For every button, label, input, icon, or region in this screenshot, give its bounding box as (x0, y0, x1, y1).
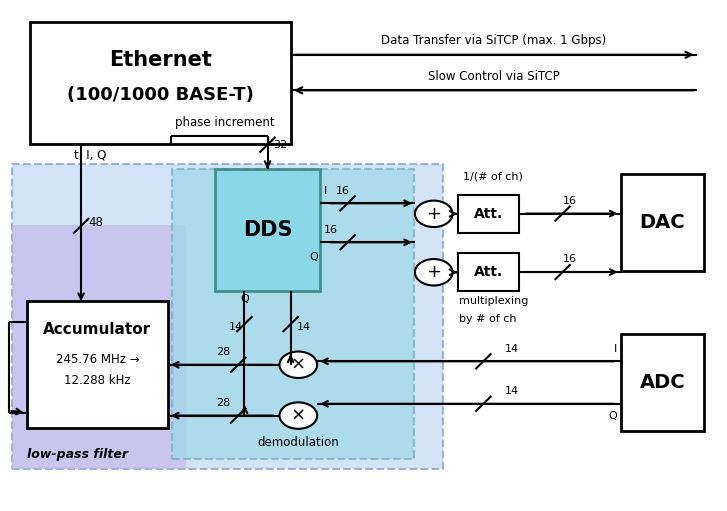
Text: t, I, Q: t, I, Q (74, 149, 106, 162)
Text: ADC: ADC (640, 373, 685, 392)
Bar (215, 169, 320, 291)
Text: Accumulator: Accumulator (44, 322, 151, 337)
Text: Data Transfer via SiTCP (max. 1 Gbps): Data Transfer via SiTCP (max. 1 Gbps) (381, 34, 606, 47)
Text: Att.: Att. (474, 206, 503, 221)
Bar (621, 174, 704, 271)
Text: 16: 16 (563, 196, 577, 206)
Bar (621, 334, 704, 431)
Text: 14: 14 (505, 344, 519, 354)
Text: Q: Q (608, 411, 617, 422)
Text: +: + (426, 263, 441, 281)
Text: ×: × (291, 356, 306, 374)
Text: 16: 16 (563, 254, 577, 264)
Bar (172, 169, 414, 459)
Circle shape (415, 201, 453, 227)
Text: Q: Q (309, 252, 318, 263)
Text: by # of ch: by # of ch (459, 314, 517, 324)
Bar (458, 253, 519, 291)
Text: 12.288 kHz: 12.288 kHz (64, 374, 131, 386)
Text: I: I (324, 185, 327, 196)
Bar (12, 225, 186, 469)
Text: 28: 28 (217, 398, 231, 408)
Text: 14: 14 (228, 321, 243, 332)
Text: 245.76 MHz →: 245.76 MHz → (55, 353, 139, 366)
Text: 14: 14 (505, 386, 519, 396)
Text: demodulation: demodulation (257, 436, 340, 449)
Text: 32: 32 (273, 140, 287, 150)
Bar (458, 195, 519, 233)
Text: 1/(# of ch): 1/(# of ch) (463, 172, 523, 182)
Text: DAC: DAC (640, 213, 685, 232)
Text: Att.: Att. (474, 265, 503, 279)
Text: Q: Q (240, 294, 249, 304)
Text: 48: 48 (88, 216, 103, 229)
Text: multiplexing: multiplexing (459, 296, 529, 306)
Text: I: I (289, 294, 292, 304)
Bar (31, 22, 291, 144)
Bar (27, 301, 168, 428)
Circle shape (415, 259, 453, 286)
Circle shape (279, 402, 317, 429)
Text: 16: 16 (336, 185, 350, 196)
Text: 14: 14 (297, 321, 310, 332)
Text: 28: 28 (217, 347, 231, 357)
Text: 16: 16 (324, 225, 337, 235)
Circle shape (279, 352, 317, 378)
Text: +: + (426, 205, 441, 223)
Text: phase increment: phase increment (174, 117, 274, 129)
Bar (12, 164, 443, 469)
Text: I: I (614, 344, 617, 354)
Text: Ethernet: Ethernet (109, 50, 212, 70)
Text: Slow Control via SiTCP: Slow Control via SiTCP (428, 69, 560, 83)
Text: (100/1000 BASE-T): (100/1000 BASE-T) (68, 86, 254, 104)
Text: ×: × (291, 407, 306, 425)
Text: low-pass filter: low-pass filter (27, 448, 128, 461)
Text: DDS: DDS (243, 220, 292, 240)
